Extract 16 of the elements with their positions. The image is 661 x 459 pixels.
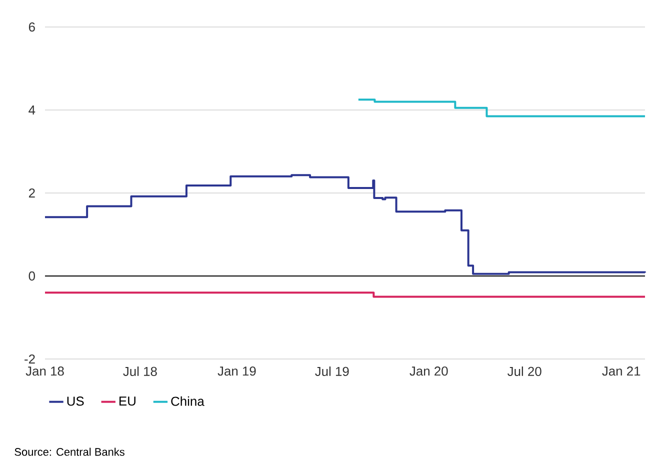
x-tick-label: Jan 18 <box>26 366 64 376</box>
legend-label: US <box>67 396 84 406</box>
legend-label: China <box>171 396 204 406</box>
y-tick-label: 0 <box>28 271 35 281</box>
legend-label: EU <box>120 396 136 406</box>
source-note: Source: Central Banks <box>14 448 124 456</box>
y-tick-label: 2 <box>28 188 35 198</box>
x-tick-label: Jan 20 <box>410 366 448 376</box>
x-tick-label: Jul 19 <box>315 366 349 376</box>
y-tick-label: 4 <box>28 106 36 114</box>
x-tick-label: Jul 18 <box>123 366 157 376</box>
x-tick-label: Jan 19 <box>218 366 256 376</box>
y-tick-label: 6 <box>28 22 35 32</box>
x-tick-label: Jul 20 <box>508 366 542 376</box>
x-tick-label: Jan 21 <box>602 366 640 376</box>
y-tick-label: -2 <box>24 354 35 364</box>
